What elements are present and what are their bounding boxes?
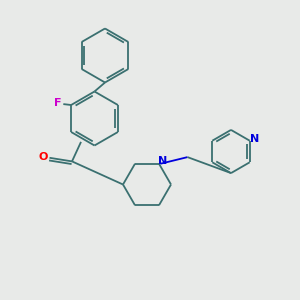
Text: O: O: [38, 152, 48, 162]
Text: F: F: [55, 98, 62, 109]
Text: N: N: [250, 134, 260, 144]
Text: N: N: [158, 156, 167, 166]
